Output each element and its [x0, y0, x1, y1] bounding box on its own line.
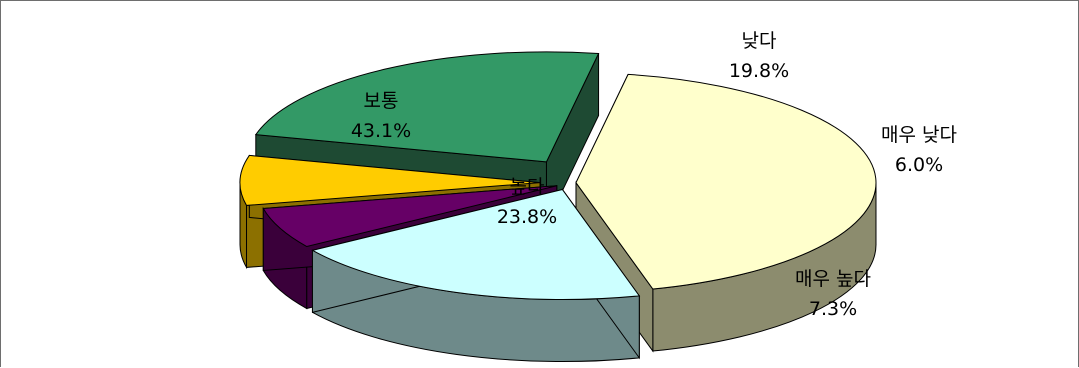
pie-slice-3 [239, 154, 541, 206]
slice-value-label: 43.1% [351, 120, 411, 142]
slice-category-label: 매우 높다 [795, 268, 871, 290]
pie-slice-4 [254, 51, 600, 163]
pie-slice-0 [575, 73, 877, 290]
pie-tops [239, 51, 877, 301]
slice-value-label: 19.8% [729, 60, 789, 82]
slice-value-label: 23.8% [497, 206, 557, 228]
pie-slice-2 [262, 185, 557, 248]
pie-labels: 보통 43.1% 낮다 19.8% 매우 낮다 6.0% 매우 높다 7.3% 높다 23.8% [351, 30, 957, 320]
slice-value-label: 6.0% [895, 154, 943, 176]
slice-value-label: 7.3% [809, 298, 857, 320]
slice-category-label: 보통 [364, 90, 399, 112]
slice-category-label: 낮다 [742, 30, 777, 52]
slice-category-label: 매우 낮다 [881, 124, 957, 146]
slice-category-label: 높다 [510, 176, 545, 198]
pie-slice-1 [311, 188, 641, 301]
